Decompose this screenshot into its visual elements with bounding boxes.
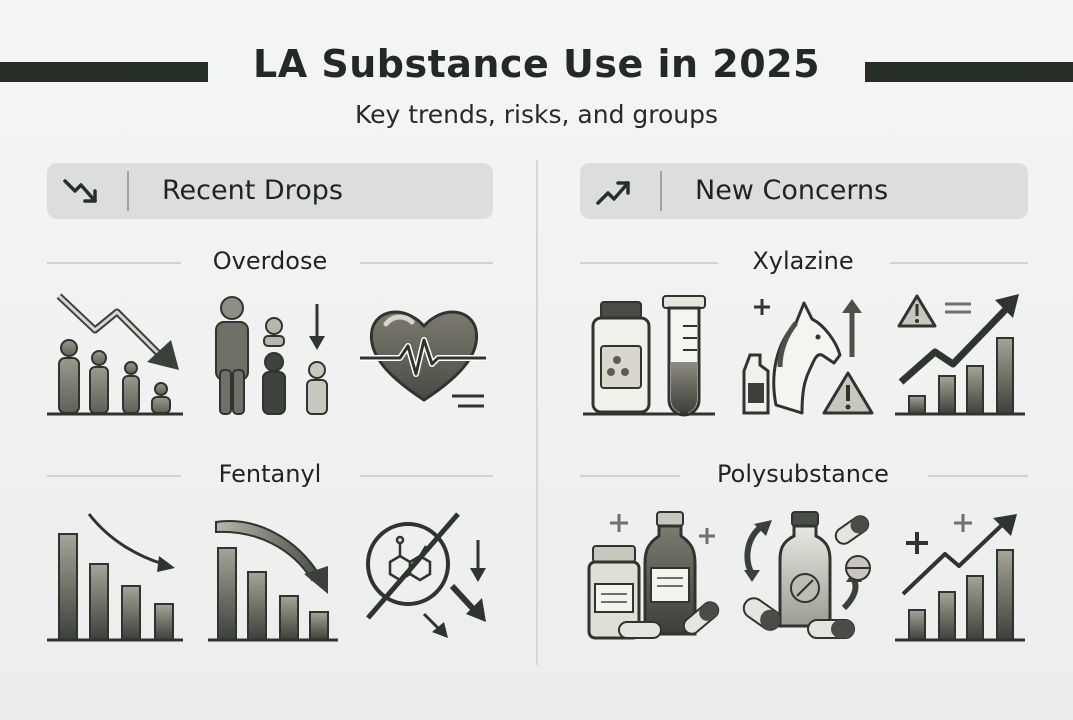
medicine-bottles-icon xyxy=(587,511,720,640)
title-decor-bar-left xyxy=(0,62,208,82)
subsection-rule xyxy=(580,475,680,477)
page-title: LA Substance Use in 2025 xyxy=(252,42,821,86)
page-subtitle: Key trends, risks, and groups xyxy=(354,100,719,129)
subsection-rule xyxy=(47,475,181,477)
horse-warning-icon xyxy=(742,299,874,415)
warning-growth-chart-icon xyxy=(895,294,1025,416)
trend-up-icon xyxy=(596,181,630,205)
subsection-rule xyxy=(928,475,1028,477)
header-separator xyxy=(660,171,662,211)
growth-chart-icon xyxy=(895,514,1025,642)
bar-chart-decline-icon xyxy=(208,520,338,642)
subsection-rule xyxy=(360,475,493,477)
people-decrease-icon xyxy=(215,296,328,415)
subsection-rule xyxy=(580,262,718,264)
section-title: Recent Drops xyxy=(162,175,343,206)
subsection-label-polysubstance: Polysubstance xyxy=(717,460,889,488)
trend-down-people-icon xyxy=(47,293,183,416)
subsection-rule xyxy=(47,262,181,264)
title-decor-bar-right xyxy=(865,62,1073,82)
bar-chart-decline-icon xyxy=(47,513,183,642)
section-title: New Concerns xyxy=(695,175,889,206)
pills-cycle-icon xyxy=(742,511,871,639)
subsection-label-overdose: Overdose xyxy=(212,247,328,275)
fentanyl-molecule-prohibited-icon xyxy=(366,512,486,638)
header-separator xyxy=(127,171,129,211)
trend-down-icon xyxy=(63,179,97,203)
section-header-recent-drops: Recent Drops xyxy=(47,163,493,219)
subsection-rule xyxy=(360,262,493,264)
heart-pulse-icon xyxy=(360,310,486,408)
subsection-label-xylazine: Xylazine xyxy=(752,247,854,275)
column-divider xyxy=(536,160,538,665)
subsection-label-fentanyl: Fentanyl xyxy=(218,460,322,488)
medicine-bottle-and-test-tube-icon xyxy=(583,295,715,417)
section-header-new-concerns: New Concerns xyxy=(580,163,1028,219)
subsection-rule xyxy=(890,262,1028,264)
